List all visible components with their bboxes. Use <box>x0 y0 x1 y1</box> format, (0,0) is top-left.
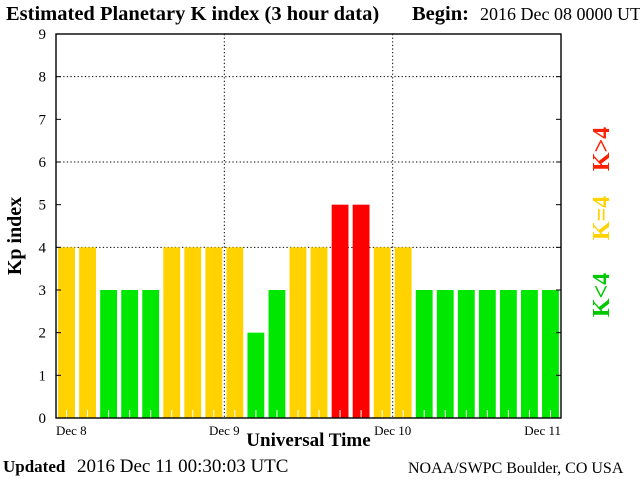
svg-text:K<4: K<4 <box>589 273 615 317</box>
svg-text:Begin:: Begin: <box>412 3 469 25</box>
svg-text:K=4: K=4 <box>589 196 615 240</box>
svg-text:6: 6 <box>39 155 47 171</box>
svg-text:2: 2 <box>39 326 47 342</box>
svg-text:9: 9 <box>39 27 47 43</box>
svg-text:1: 1 <box>39 368 47 384</box>
svg-text:Kp index: Kp index <box>4 197 26 275</box>
svg-text:Updated: Updated <box>3 457 66 476</box>
svg-text:Dec 8: Dec 8 <box>56 423 87 438</box>
svg-text:Estimated Planetary K index (3: Estimated Planetary K index (3 hour data… <box>6 3 379 25</box>
svg-text:Dec 9: Dec 9 <box>209 423 240 438</box>
svg-text:8: 8 <box>39 70 47 86</box>
svg-text:7: 7 <box>39 112 47 128</box>
svg-text:5: 5 <box>39 198 47 214</box>
svg-text:Dec 11: Dec 11 <box>524 423 561 438</box>
svg-text:Dec 10: Dec 10 <box>374 423 411 438</box>
svg-text:K>4: K>4 <box>589 127 615 171</box>
svg-text:3: 3 <box>39 283 47 299</box>
svg-text:Universal Time: Universal Time <box>246 430 370 451</box>
svg-text:2016 Dec 11 00:30:03 UTC: 2016 Dec 11 00:30:03 UTC <box>77 456 288 477</box>
svg-text:NOAA/SWPC Boulder, CO USA: NOAA/SWPC Boulder, CO USA <box>408 460 624 477</box>
svg-text:0: 0 <box>39 411 47 427</box>
svg-text:4: 4 <box>39 240 47 256</box>
svg-text:2016 Dec 08 0000 UTC: 2016 Dec 08 0000 UTC <box>480 4 640 24</box>
